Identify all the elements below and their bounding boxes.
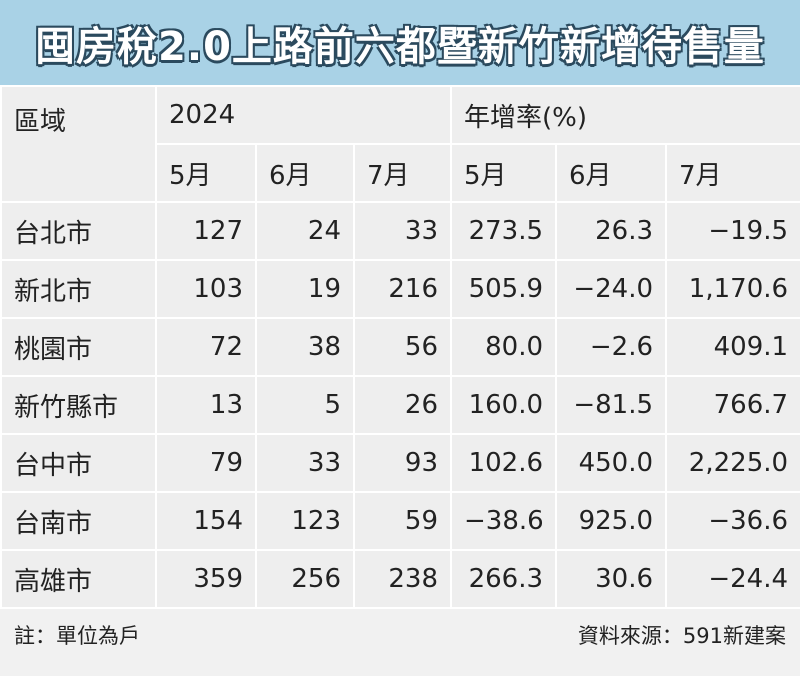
row-label: 新竹縣市 — [0, 375, 157, 435]
data-cell: 266.3 — [450, 549, 558, 609]
data-row: 新北市 103 19 216 505.9 −24.0 1,170.6 — [0, 259, 800, 319]
data-cell: 56 — [352, 317, 453, 377]
data-cell: 72 — [155, 317, 257, 377]
row-label: 桃園市 — [0, 317, 157, 377]
header-cell: 7月 — [352, 143, 453, 203]
header-cell: 7月 — [665, 143, 800, 203]
data-cell: −24.4 — [665, 549, 800, 609]
data-cell: 19 — [255, 259, 355, 319]
table: 區域 2024 年增率(%) 5月 6月 7月 5月 6月 7月 台北市 127 24 33 27… — [0, 85, 800, 609]
data-row: 台北市 127 24 33 273.5 26.3 −19.5 — [0, 201, 800, 261]
row-label: 新北市 — [0, 259, 157, 319]
data-cell: −24.0 — [555, 259, 668, 319]
data-cell: 238 — [352, 549, 453, 609]
data-cell: 409.1 — [665, 317, 800, 377]
data-cell: −38.6 — [450, 491, 558, 551]
data-cell: 123 — [255, 491, 355, 551]
data-cell: 127 — [155, 201, 257, 261]
data-row: 台南市 154 123 59 −38.6 925.0 −36.6 — [0, 491, 800, 551]
data-row: 新竹縣市 13 5 26 160.0 −81.5 766.7 — [0, 375, 800, 435]
data-cell: 93 — [352, 433, 453, 493]
data-cell: 5 — [255, 375, 355, 435]
row-label: 高雄市 — [0, 549, 157, 609]
data-cell: 38 — [255, 317, 355, 377]
data-cell: 33 — [255, 433, 355, 493]
data-cell: 102.6 — [450, 433, 558, 493]
data-cell: 256 — [255, 549, 355, 609]
data-cell: 154 — [155, 491, 257, 551]
title: 囤房稅2.0上路前六都暨新竹新增待售量 — [35, 23, 765, 70]
data-cell: −36.6 — [665, 491, 800, 551]
data-cell: 925.0 — [555, 491, 668, 551]
data-cell: 216 — [352, 259, 453, 319]
data-cell: 505.9 — [450, 259, 558, 319]
data-row: 桃園市 72 38 56 80.0 −2.6 409.1 — [0, 317, 800, 377]
data-cell: 26.3 — [555, 201, 668, 261]
data-row: 高雄市 359 256 238 266.3 30.6 −24.4 — [0, 549, 800, 609]
header-row: 5月 6月 7月 5月 6月 7月 — [1, 143, 800, 203]
data-cell: 2,225.0 — [665, 433, 800, 493]
data-cell: 24 — [255, 201, 355, 261]
row-label: 台南市 — [0, 491, 157, 551]
data-cell: −19.5 — [665, 201, 800, 261]
data-cell: 103 — [155, 259, 257, 319]
title-bar: 囤房稅2.0上路前六都暨新竹新增待售量 — [0, 0, 800, 85]
row-label: 台中市 — [0, 433, 157, 493]
data-cell: −2.6 — [555, 317, 668, 377]
header-cell: 6月 — [255, 143, 355, 203]
data-cell: 1,170.6 — [665, 259, 800, 319]
header-row: 區域 2024 年增率(%) — [0, 85, 800, 203]
data-cell: 79 — [155, 433, 257, 493]
header-cell: 2024 — [154, 85, 453, 145]
header-cell: 年增率(%) — [450, 85, 800, 145]
data-row: 台中市 79 33 93 102.6 450.0 2,225.0 — [0, 433, 800, 493]
header-cell: 5月 — [155, 143, 257, 203]
data-cell: 766.7 — [665, 375, 800, 435]
data-cell: 80.0 — [450, 317, 558, 377]
header-cell: 6月 — [555, 143, 668, 203]
row-label: 台北市 — [0, 201, 157, 261]
footer-source: 資料來源：591新建案 — [577, 623, 786, 648]
data-cell: 30.6 — [555, 549, 668, 609]
data-cell: 26 — [352, 375, 453, 435]
data-cell: −81.5 — [555, 375, 668, 435]
table-body: 區域 2024 年增率(%) 5月 6月 7月 5月 6月 7月 台北市 127 24 33 27… — [0, 85, 800, 609]
header-cell: 5月 — [450, 143, 558, 203]
data-cell: 450.0 — [555, 433, 668, 493]
data-cell: 359 — [155, 549, 257, 609]
footer: 註：單位為戶 資料來源：591新建案 — [0, 609, 800, 660]
data-cell: 273.5 — [450, 201, 558, 261]
data-cell: 160.0 — [450, 375, 558, 435]
data-cell: 13 — [155, 375, 257, 435]
footer-note: 註：單位為戶 — [14, 623, 140, 648]
header-cell: 區域 — [0, 85, 157, 203]
data-cell: 59 — [352, 491, 453, 551]
data-cell: 33 — [352, 201, 453, 261]
